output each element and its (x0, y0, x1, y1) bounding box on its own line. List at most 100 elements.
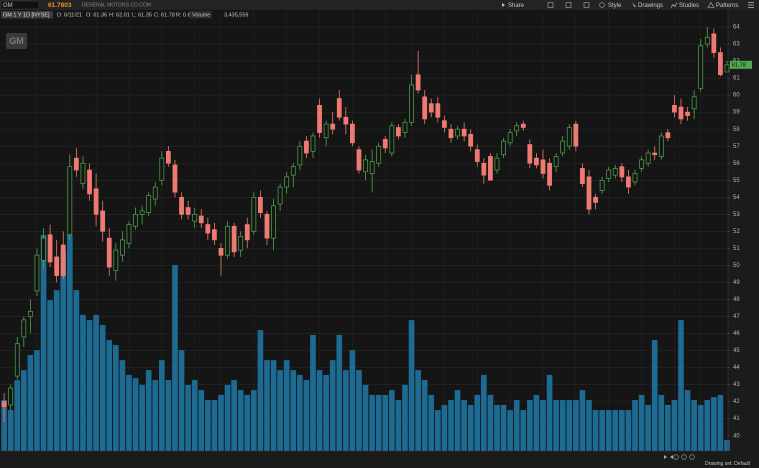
candle-body (251, 196, 257, 232)
candle-body (428, 103, 434, 113)
candle-body (461, 128, 467, 137)
status-item: D: 6/11/21 (57, 12, 82, 18)
volume-bar (632, 400, 638, 451)
toolbar-icon[interactable] (547, 2, 554, 8)
chart-label[interactable]: GM 1 Y 1D [NYSE] (3, 12, 50, 18)
volume-bar (251, 390, 257, 451)
candle-body (553, 156, 559, 167)
candle-body (494, 157, 500, 171)
candle-body (80, 162, 86, 185)
volume-bar (513, 400, 520, 451)
toolbar-button[interactable]: Style (608, 3, 622, 9)
volume-bar (428, 394, 435, 451)
candle-body (658, 135, 664, 157)
pan-arrows[interactable] (664, 455, 673, 459)
toolbar-button[interactable]: Drawings (638, 3, 663, 9)
candle-body (389, 125, 395, 154)
symbol-input[interactable] (0, 0, 40, 10)
candle-body (724, 64, 730, 73)
y-tick-label: 63 (733, 42, 740, 48)
zoom-reset[interactable] (689, 454, 695, 460)
candle-body (356, 149, 362, 171)
volume-bar (231, 380, 237, 451)
candle-body (435, 103, 441, 118)
volume-label-box (190, 11, 212, 19)
candle-body (336, 98, 342, 118)
volume-bar (152, 380, 159, 451)
toolbar-button[interactable]: Patterns (716, 3, 738, 9)
style-icon[interactable] (599, 2, 605, 8)
volume-bar (270, 360, 277, 451)
last-price-label: 61.78 (732, 62, 746, 68)
candle-body (310, 135, 316, 152)
volume-bar (382, 394, 389, 451)
y-tick-label: 48 (733, 297, 740, 303)
chart-label-box[interactable] (1, 11, 53, 19)
candle-body (14, 343, 20, 377)
patterns-icon[interactable] (707, 1, 715, 8)
candle-body (685, 111, 690, 116)
y-tick-label: 41 (733, 416, 740, 422)
zoom-out[interactable] (673, 454, 679, 460)
candle-body (297, 145, 303, 166)
volume-bar (27, 354, 34, 451)
menu-icon[interactable] (748, 2, 754, 8)
volume-bar (198, 390, 205, 451)
toolbar-icon[interactable] (583, 2, 590, 8)
volume-bar (671, 400, 678, 451)
volume-bar (665, 404, 671, 451)
candle-body (409, 84, 414, 123)
candle-body (363, 159, 368, 173)
volume-bar (586, 400, 592, 451)
candle-body (343, 116, 349, 125)
candle-body (146, 195, 152, 213)
y-tick-label: 57 (733, 144, 740, 150)
volume-bar (579, 390, 586, 451)
volume-bar (257, 330, 264, 451)
candle-body (402, 122, 408, 133)
candle-body (330, 123, 336, 130)
toolbar-icon[interactable] (565, 2, 572, 8)
drawing-set[interactable]: Drawing set: Default (705, 461, 751, 467)
candle-body (422, 96, 428, 120)
zoom-in[interactable] (681, 454, 687, 460)
candle-body (100, 210, 106, 232)
candle-body (192, 213, 198, 222)
candle-body (172, 164, 178, 193)
symbol[interactable]: GM (3, 3, 13, 9)
y-tick-label: 46 (733, 331, 740, 337)
x-axis-strip (0, 451, 759, 468)
volume-bar (264, 360, 270, 451)
volume-bar (533, 394, 540, 451)
volume-bar (303, 380, 310, 451)
toolbar-button[interactable]: Studies (679, 3, 699, 9)
status-item: C: 61.78 (154, 12, 175, 18)
studies-icon[interactable] (670, 2, 678, 8)
candle-body (488, 156, 493, 181)
candle-body (231, 225, 237, 253)
candle-body (21, 319, 27, 338)
candle-layer (1, 27, 730, 423)
volume-bar (191, 380, 198, 451)
volume-bar (546, 374, 553, 451)
y-tick-label: 49 (733, 280, 740, 286)
candle-body (54, 256, 60, 276)
watermark-box (6, 33, 27, 49)
volume-bar (224, 384, 231, 451)
toolbar-button[interactable]: Share (508, 3, 525, 9)
candle-body (566, 127, 572, 147)
candle-body (290, 166, 296, 176)
volume-bar (158, 360, 165, 451)
volume-bar (599, 410, 605, 451)
candle-body (264, 213, 270, 239)
candle-body (369, 161, 375, 174)
volume-bar (697, 404, 704, 451)
share-icon[interactable] (502, 3, 505, 7)
candle-body (665, 132, 671, 139)
candle-body (678, 106, 684, 120)
candle-body (481, 162, 487, 176)
candle-body (540, 159, 546, 174)
volume-bar (112, 344, 119, 451)
volume-bar (40, 235, 47, 451)
drawings-icon[interactable] (632, 2, 636, 8)
